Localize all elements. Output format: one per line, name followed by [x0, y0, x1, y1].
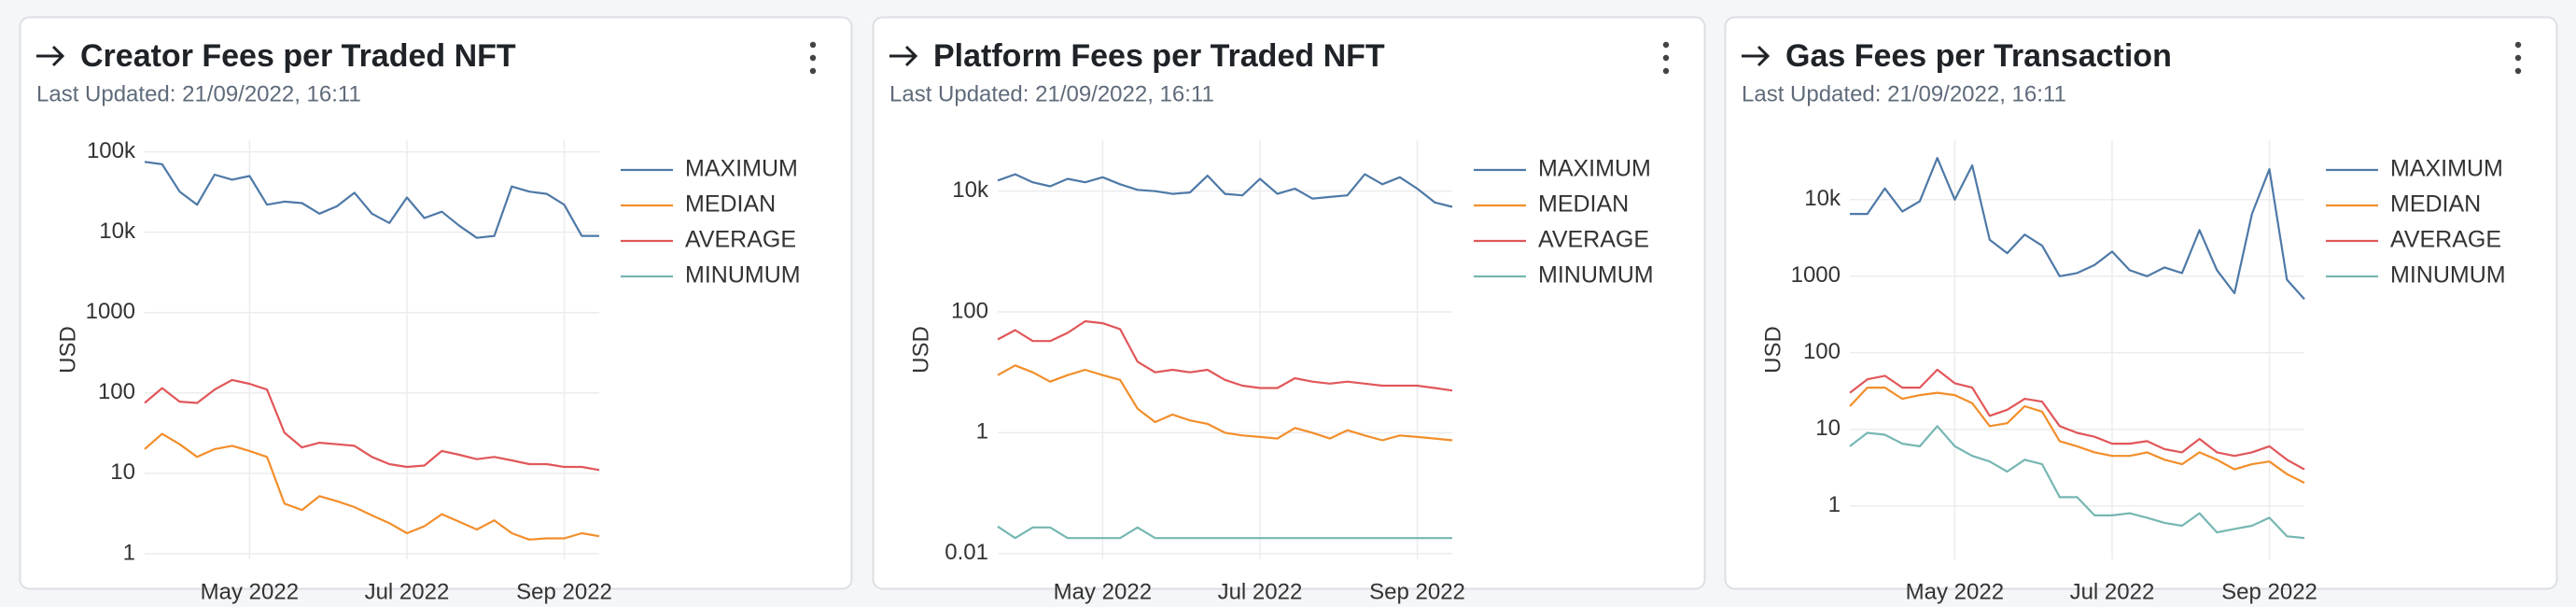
series-line: [997, 173, 1453, 208]
menu-dot: [2514, 54, 2522, 62]
series-line: [144, 161, 599, 239]
menu-dot: [809, 67, 817, 75]
arrow-icon: [36, 45, 65, 67]
x-tick-label: Jul 2022: [1218, 579, 1303, 604]
menu-button[interactable]: [2514, 41, 2522, 75]
legend-label: AVERAGE: [1538, 227, 1649, 253]
x-tick-label: Sep 2022: [1369, 579, 1465, 604]
legend-label: MINUMUM: [685, 262, 801, 289]
legend-label: MAXIMUM: [2390, 156, 2503, 182]
menu-dot: [1662, 67, 1670, 75]
legend-label: MEDIAN: [2390, 191, 2481, 218]
y-tick-label: 0.01: [945, 540, 988, 565]
legend-label: MINUMUM: [1538, 262, 1654, 289]
y-tick-label: 1: [1828, 492, 1841, 517]
card: Gas Fees per Transaction Last Updated: 21…: [1724, 16, 2558, 604]
series-line: [997, 364, 1453, 442]
x-tick-label: May 2022: [1906, 579, 2004, 604]
y-tick-label: 100: [98, 379, 135, 404]
chart-title: Creator Fees per Traded NFT: [80, 38, 516, 74]
arrow-icon: [1742, 45, 1771, 67]
legend-label: MAXIMUM: [1538, 156, 1651, 182]
x-tick-label: Sep 2022: [516, 579, 612, 604]
series-line: [1849, 425, 2305, 540]
legend-label: MEDIAN: [1538, 191, 1629, 218]
series-line: [144, 378, 600, 472]
chart-subtitle: Last Updated: 21/09/2022, 16:11: [36, 81, 361, 106]
menu-dot: [809, 41, 817, 49]
menu-dot: [2514, 67, 2522, 75]
card-background: [872, 16, 1706, 590]
card-background: [1724, 16, 2558, 590]
card: Platform Fees per Traded NFT Last Updated…: [872, 16, 1706, 604]
chart-title: Platform Fees per Traded NFT: [933, 38, 1385, 74]
series-line: [1849, 368, 2305, 471]
series-line: [1850, 157, 2305, 301]
y-tick-label: 100: [951, 298, 988, 323]
menu-dot: [1662, 54, 1670, 62]
y-tick-label: 1000: [1791, 262, 1841, 288]
x-tick-label: May 2022: [1054, 579, 1152, 604]
legend-label: AVERAGE: [685, 227, 796, 253]
y-tick-label: 10k: [1804, 186, 1841, 211]
series-line: [997, 525, 1452, 540]
legend-label: MEDIAN: [685, 191, 776, 218]
menu-dot: [1662, 41, 1670, 49]
series-line: [144, 432, 600, 541]
series-line: [997, 319, 1453, 392]
y-tick-label: 100k: [87, 138, 136, 163]
x-tick-label: Jul 2022: [365, 579, 450, 604]
menu-dot: [2514, 41, 2522, 49]
y-tick-label: 10: [110, 459, 135, 485]
x-tick-label: Sep 2022: [2221, 579, 2317, 604]
x-tick-label: May 2022: [201, 579, 299, 604]
y-tick-label: 10k: [952, 177, 989, 203]
y-tick-label: 1: [976, 419, 988, 445]
card: Creator Fees per Traded NFT Last Updated:…: [19, 16, 853, 604]
y-axis-label: USD: [908, 326, 933, 374]
menu-button[interactable]: [1662, 41, 1670, 75]
series-line: [1849, 387, 2305, 484]
legend-label: AVERAGE: [2390, 227, 2501, 253]
y-tick-label: 10: [1815, 416, 1841, 441]
chart-subtitle: Last Updated: 21/09/2022, 16:11: [1742, 81, 2066, 106]
y-tick-label: 10k: [99, 219, 136, 244]
y-tick-label: 1: [123, 540, 135, 565]
chart-title: Gas Fees per Transaction: [1785, 38, 2172, 74]
chart-subtitle: Last Updated: 21/09/2022, 16:11: [889, 81, 1214, 106]
menu-dot: [809, 54, 817, 62]
y-axis-label: USD: [55, 326, 80, 374]
legend-label: MINUMUM: [2390, 262, 2506, 289]
menu-button[interactable]: [809, 41, 817, 75]
y-tick-label: 1000: [86, 299, 135, 324]
legend-label: MAXIMUM: [685, 156, 798, 182]
y-axis-label: USD: [1760, 326, 1785, 374]
y-tick-label: 100: [1803, 339, 1841, 364]
x-tick-label: Jul 2022: [2070, 579, 2155, 604]
arrow-icon: [889, 45, 918, 67]
